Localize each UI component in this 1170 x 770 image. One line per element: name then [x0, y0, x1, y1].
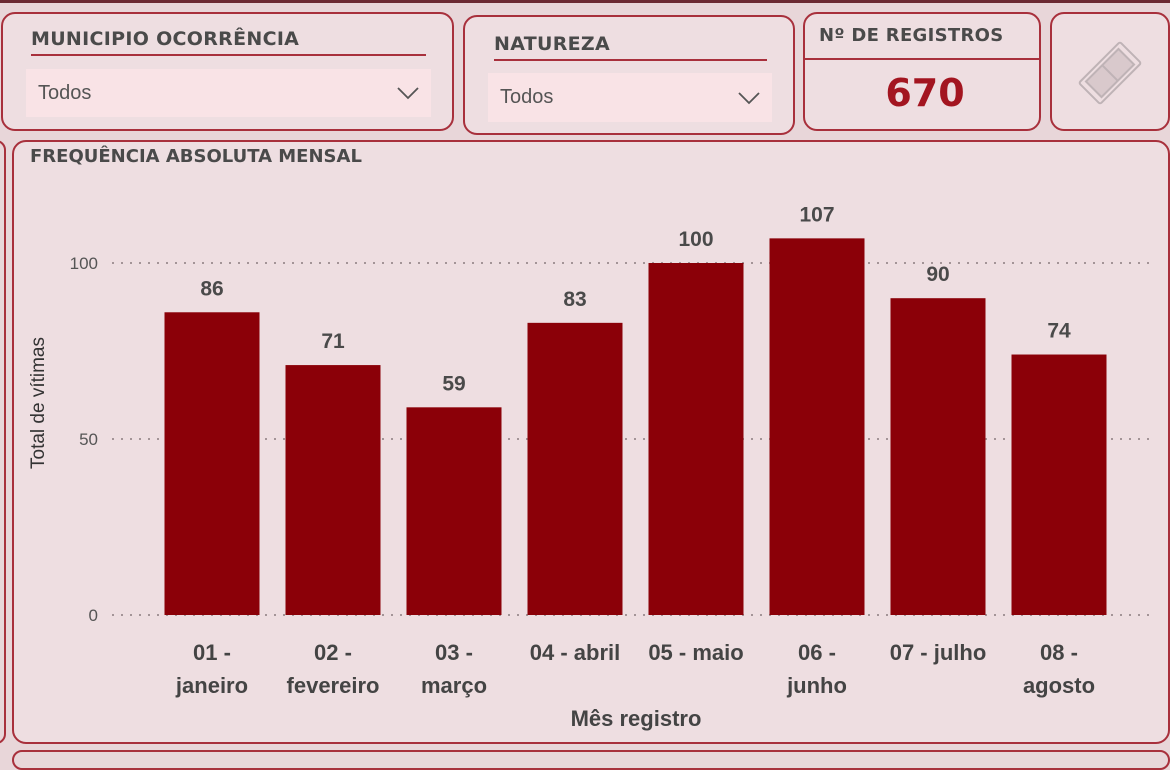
bar[interactable]: [164, 312, 260, 615]
bar-value-label: 100: [678, 228, 713, 251]
x-tick-label: 01 -janeiro: [175, 640, 248, 698]
bar[interactable]: [890, 298, 986, 615]
bar-value-label: 107: [799, 203, 834, 226]
top-border: [0, 0, 1170, 3]
bar[interactable]: [406, 407, 502, 615]
x-tick-label: 08 -agosto: [1023, 640, 1095, 698]
bar-value-label: 59: [442, 372, 465, 395]
eraser-icon: [1078, 41, 1142, 105]
x-tick-label: 02 -fevereiro: [287, 640, 380, 698]
natureza-filter-card: NATUREZA Todos: [463, 15, 795, 135]
chevron-down-icon: [738, 91, 760, 104]
municipio-dropdown-value: Todos: [38, 81, 92, 104]
y-tick-label: 100: [70, 254, 98, 273]
bar-value-label: 83: [563, 288, 586, 311]
chevron-down-icon: [397, 87, 419, 100]
registros-title: Nº DE REGISTROS: [819, 25, 1004, 46]
y-axis-label: Total de vítimas: [28, 337, 49, 469]
natureza-filter-title: NATUREZA: [494, 33, 611, 55]
municipio-filter-title: MUNICIPIO OCORRÊNCIA: [31, 28, 300, 50]
x-tick-label: 03 -março: [421, 640, 487, 698]
bar[interactable]: [527, 322, 623, 615]
registros-count: 670: [885, 71, 965, 115]
natureza-filter-rule: [494, 59, 767, 61]
bar-value-label: 74: [1047, 320, 1071, 343]
bottom-panel-edge: [12, 750, 1170, 770]
municipio-filter-rule: [31, 54, 426, 56]
municipio-filter-card: MUNICIPIO OCORRÊNCIA Todos: [1, 12, 454, 131]
bar-value-label: 71: [321, 330, 345, 353]
y-tick-label: 50: [79, 430, 98, 449]
bar[interactable]: [769, 238, 865, 616]
x-tick-label: 06 -junho: [786, 640, 847, 698]
clear-filters-button[interactable]: [1050, 12, 1170, 131]
bar-value-label: 86: [200, 277, 223, 300]
x-tick-label: 07 - julho: [890, 640, 987, 665]
y-tick-label: 0: [89, 606, 98, 625]
bar[interactable]: [1011, 354, 1107, 615]
natureza-dropdown-value: Todos: [500, 86, 554, 108]
bar-value-label: 90: [926, 263, 949, 286]
x-tick-label: 05 - maio: [648, 640, 743, 665]
x-tick-label: 04 - abril: [530, 640, 620, 665]
bar[interactable]: [285, 365, 381, 615]
bar[interactable]: [648, 263, 744, 615]
registros-card: Nº DE REGISTROS 670: [803, 12, 1041, 131]
registros-rule: [805, 58, 1039, 60]
chart-title: FREQUÊNCIA ABSOLUTA MENSAL: [30, 146, 362, 167]
municipio-dropdown[interactable]: Todos: [26, 69, 431, 117]
x-axis-label: Mês registro: [571, 706, 702, 731]
natureza-dropdown[interactable]: Todos: [488, 73, 772, 122]
